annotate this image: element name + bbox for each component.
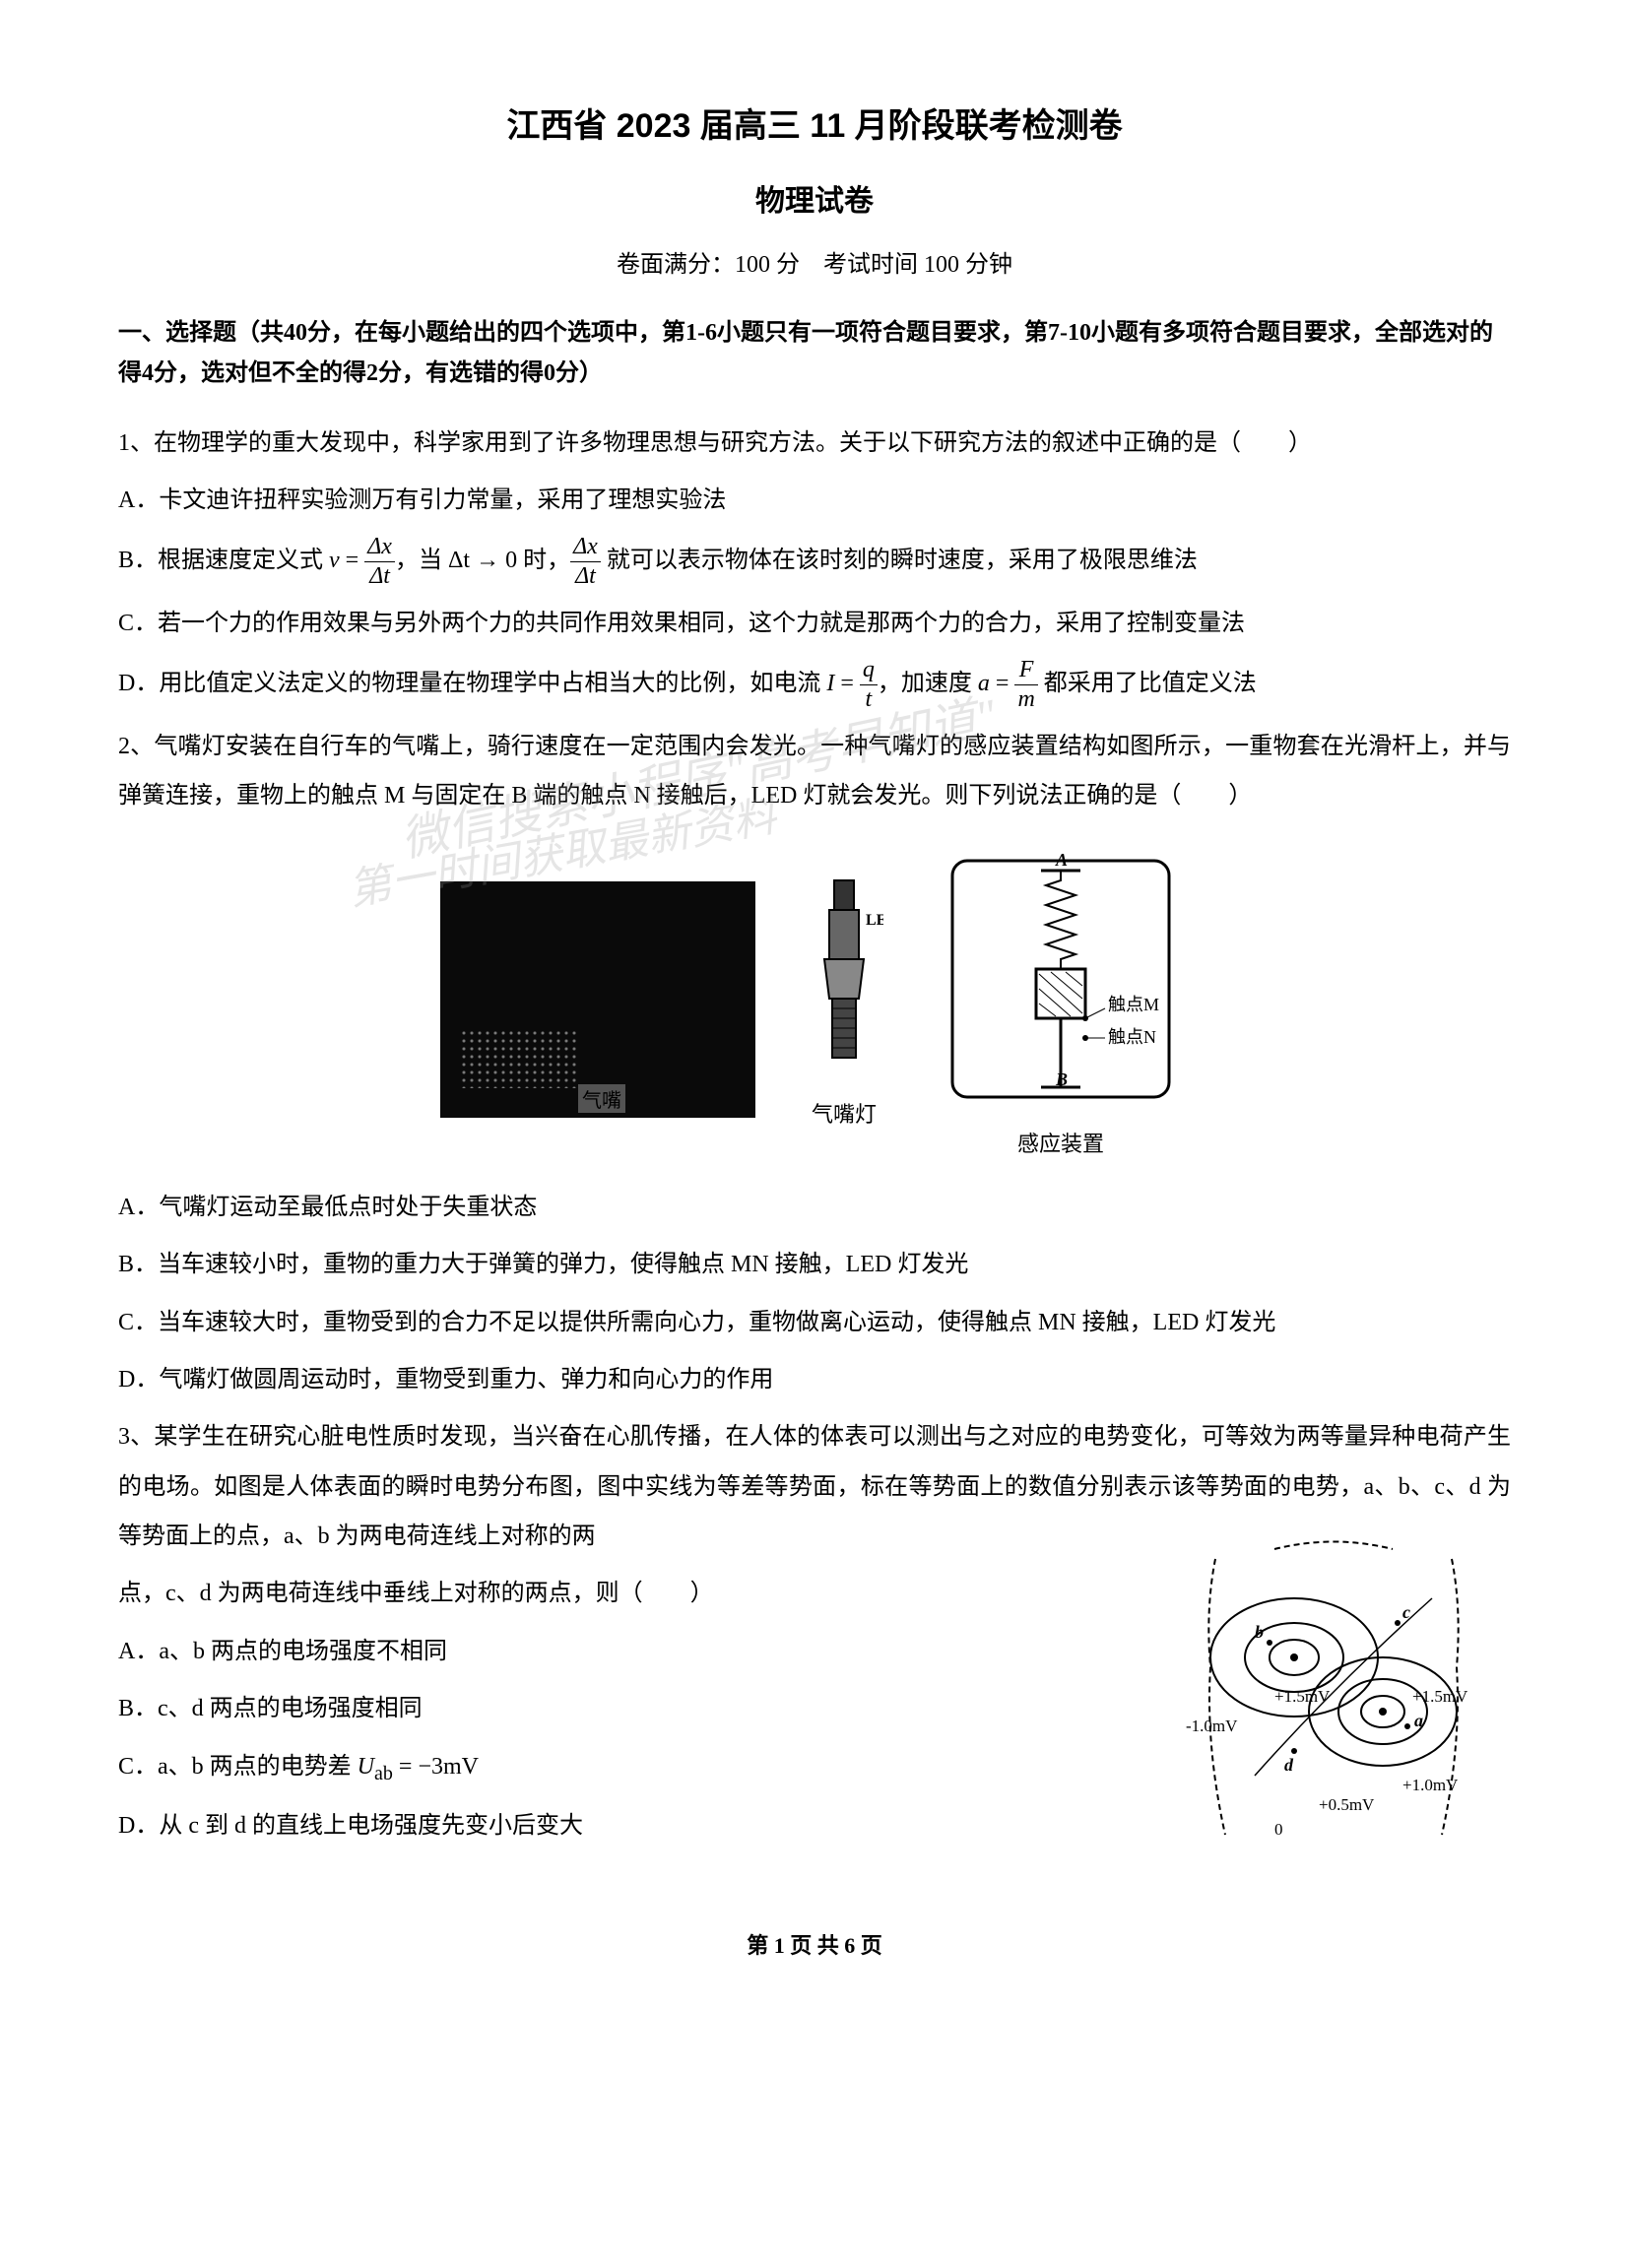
page-footer: 第 1 页 共 6 页	[118, 1928, 1511, 1960]
q2-option-a: A．气嘴灯运动至最低点时处于失重状态	[118, 1183, 1511, 1232]
svg-text:B: B	[1055, 1069, 1068, 1089]
q1d-post: 都采用了比值定义法	[1038, 671, 1257, 696]
q1b-dt: Δt	[364, 562, 395, 591]
q1b-v: v	[329, 548, 340, 573]
exam-info: 卷面满分：100 分 考试时间 100 分钟	[118, 244, 1511, 279]
q3c-pre: C．a、b 两点的电势差	[118, 1754, 358, 1780]
svg-text:-1.0mV: -1.0mV	[1186, 1717, 1238, 1735]
q1b-eq: =	[340, 548, 365, 573]
svg-text:0: 0	[1274, 1820, 1283, 1839]
q1d-eq1: =	[834, 671, 860, 696]
q1d-a: a	[978, 671, 990, 696]
svg-text:d: d	[1284, 1755, 1294, 1775]
svg-text:+1.5mV: +1.5mV	[1412, 1687, 1468, 1706]
photo-dots	[460, 1029, 578, 1088]
sensor-label: 感应装置	[933, 1127, 1189, 1158]
q1d-t: t	[860, 685, 878, 714]
svg-text:A: A	[1055, 850, 1068, 870]
sub-title: 物理试卷	[118, 176, 1511, 220]
q1d-q: q	[860, 656, 878, 685]
q3-text-block: 点，c、d 为两电荷连线中垂线上对称的两点，则（ ） A．a、b 两点的电场强度…	[118, 1569, 1137, 1858]
svg-text:触点N: 触点N	[1108, 1027, 1156, 1047]
valve-light-diagram: LED 气嘴灯	[785, 871, 903, 1129]
svg-text:+1.0mV: +1.0mV	[1402, 1776, 1459, 1794]
q3c-sub: ab	[374, 1762, 393, 1783]
q1d-m: m	[1014, 685, 1037, 714]
sensor-diagram: A 触点M 触点N B 感应装置	[933, 841, 1189, 1158]
q1-stem: 1、在物理学的重大发现中，科学家用到了许多物理思想与研究方法。关于以下研究方法的…	[118, 419, 1511, 468]
q1b-dt2: Δt	[570, 562, 601, 591]
q3c-u: U	[358, 1754, 374, 1780]
svg-text:b: b	[1255, 1622, 1264, 1642]
q3-option-d: D．从 c 到 d 的直线上电场强度先变小后变大	[118, 1801, 1137, 1850]
q2-stem: 2、气嘴灯安装在自行车的气嘴上，骑行速度在一定范围内会发光。一种气嘴灯的感应装置…	[118, 722, 1511, 821]
q1-option-a: A．卡文迪许扭秤实验测万有引力常量，采用了理想实验法	[118, 476, 1511, 525]
q3-option-a: A．a、b 两点的电场强度不相同	[118, 1627, 1137, 1676]
q2-diagram-container: 气嘴 LED 气嘴灯 A	[118, 841, 1511, 1158]
q2-option-b: B．当车速较小时，重物的重力大于弹簧的弹力，使得触点 MN 接触，LED 灯发光	[118, 1240, 1511, 1289]
q3-option-b: B．c、d 两点的电场强度相同	[118, 1684, 1137, 1733]
q1b-dx2: Δx	[570, 533, 601, 562]
main-title: 江西省 2023 届高三 11 月阶段联考检测卷	[118, 98, 1511, 147]
svg-text:+0.5mV: +0.5mV	[1319, 1795, 1375, 1814]
q1-option-d: D．用比值定义法定义的物理量在物理学中占相当大的比例，如电流 I = qt，加速…	[118, 656, 1511, 714]
svg-text:触点M: 触点M	[1108, 995, 1159, 1014]
q1b-pre: B．根据速度定义式	[118, 548, 329, 573]
valve-label: 气嘴灯	[785, 1097, 903, 1129]
q3-body-diagram: b a c d -1.0mV +1.5mV +1.5mV +1.0mV +0.5…	[1156, 1529, 1511, 1869]
q1b-post: 就可以表示物体在该时刻的瞬时速度，采用了极限思维法	[601, 548, 1198, 573]
q1d-F: F	[1014, 656, 1037, 685]
photo-label: 气嘴	[578, 1084, 625, 1113]
svg-text:c: c	[1402, 1602, 1410, 1622]
section-header: 一、选择题（共40分，在每小题给出的四个选项中，第1-6小题只有一项符合题目要求…	[118, 313, 1511, 394]
q1d-pre: D．用比值定义法定义的物理量在物理学中占相当大的比例，如电流	[118, 671, 826, 696]
q1-option-c: C．若一个力的作用效果与另外两个力的共同作用效果相同，这个力就是那两个力的合力，…	[118, 599, 1511, 648]
q2-photo: 气嘴	[440, 881, 755, 1118]
q1b-dx: Δx	[364, 533, 395, 562]
q3-option-c: C．a、b 两点的电势差 Uab = −3mV	[118, 1742, 1137, 1794]
svg-text:+1.5mV: +1.5mV	[1274, 1687, 1331, 1706]
svg-text:a: a	[1414, 1711, 1423, 1730]
q2-option-d: D．气嘴灯做圆周运动时，重物受到重力、弹力和向心力的作用	[118, 1355, 1511, 1404]
q3-layout: 点，c、d 为两电荷连线中垂线上对称的两点，则（ ） A．a、b 两点的电场强度…	[118, 1569, 1511, 1869]
led-label: LED	[866, 912, 883, 929]
q1d-eq2: =	[990, 671, 1015, 696]
q1d-mid: ，加速度	[878, 671, 978, 696]
q3c-post: = −3mV	[393, 1754, 479, 1780]
q1b-mid: ，当 Δt → 0 时，	[395, 548, 570, 573]
q1-option-b: B．根据速度定义式 v = ΔxΔt，当 Δt → 0 时，ΔxΔt 就可以表示…	[118, 533, 1511, 591]
q3-stem2: 点，c、d 为两电荷连线中垂线上对称的两点，则（ ）	[118, 1569, 1137, 1618]
q2-option-c: C．当车速较大时，重物受到的合力不足以提供所需向心力，重物做离心运动，使得触点 …	[118, 1298, 1511, 1347]
